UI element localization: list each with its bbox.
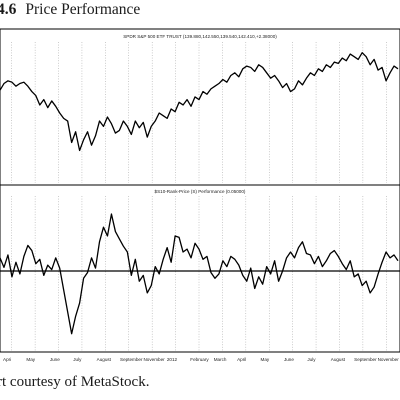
figure-title: 4.6 Price Performance xyxy=(0,1,140,19)
x-tick-label: August xyxy=(97,357,112,362)
price-series xyxy=(0,52,399,152)
price-line xyxy=(0,52,399,152)
gridlines xyxy=(11,42,387,351)
x-tick-label: April xyxy=(237,357,246,362)
rank-panel-title: $S10-Rank-Price (S) Performance (0.05000… xyxy=(155,189,246,194)
figure-number: 4.6 xyxy=(0,1,17,18)
x-tick-label: 2012 xyxy=(167,357,178,362)
x-tick-label: September xyxy=(120,357,143,362)
x-tick-label: June xyxy=(284,357,294,362)
rank-series xyxy=(0,213,399,335)
x-tick-label: July xyxy=(73,357,82,362)
price-panel-title: SPDR S&P 500 ETF TRUST (139.880,142.550,… xyxy=(123,34,277,39)
x-tick-label: March xyxy=(214,357,227,362)
x-tick-label: June xyxy=(50,357,60,362)
time-axis-labels: Apri May June July August September November 20… xyxy=(3,357,399,362)
chart-frame xyxy=(0,28,400,353)
figure-caption: rt courtesy of MetaStock. xyxy=(0,374,150,390)
x-tick-label: May xyxy=(261,357,270,362)
price-performance-chart: SPDR S&P 500 ETF TRUST (139.880,142.550,… xyxy=(0,28,400,362)
x-tick-label: July xyxy=(307,357,316,362)
x-tick-label: November xyxy=(143,357,165,362)
x-tick-label: November xyxy=(378,357,400,362)
x-tick-label: September xyxy=(354,357,377,362)
x-tick-label: May xyxy=(26,357,35,362)
x-tick-label: Apri xyxy=(3,357,11,362)
x-tick-label: August xyxy=(331,357,346,362)
x-tick-label: February xyxy=(190,357,209,362)
figure-title-text: Price Performance xyxy=(25,1,141,18)
rank-line xyxy=(0,213,399,335)
